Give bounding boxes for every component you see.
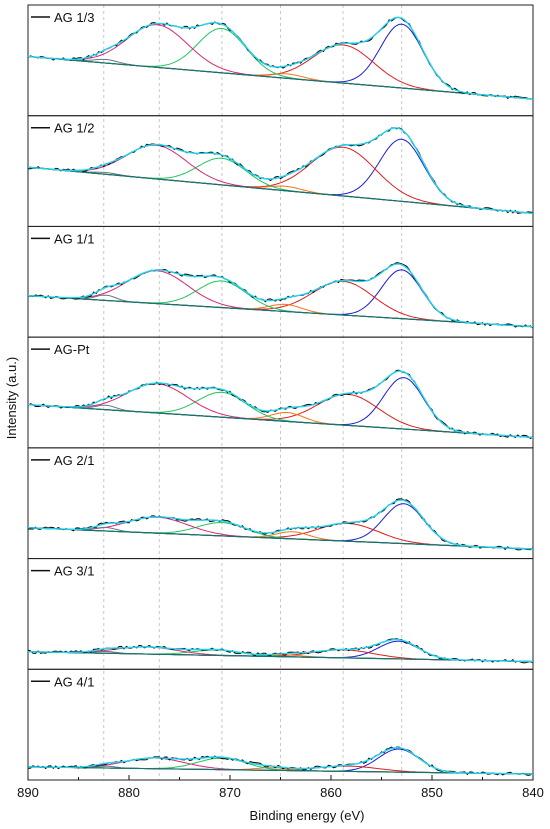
panel-ag-1-3: AG 1/3 bbox=[27, 4, 534, 117]
panel-ag-4-1: AG 4/1 bbox=[27, 668, 534, 781]
panel-ag-2-1: AG 2/1 bbox=[27, 447, 534, 560]
x-tick-label: 870 bbox=[219, 785, 241, 800]
background-line bbox=[27, 403, 534, 439]
x-axis-title: Binding energy (eV) bbox=[250, 808, 365, 823]
panel-label: AG 1/3 bbox=[54, 10, 94, 25]
background-line bbox=[27, 55, 534, 100]
raw-spectrum bbox=[27, 369, 534, 440]
background-line bbox=[27, 527, 534, 550]
envelope-fit bbox=[27, 370, 534, 439]
envelope-fit bbox=[27, 499, 534, 550]
panel-label: AG 1/2 bbox=[54, 121, 94, 136]
x-axis: 890 880 870 860 850 840 bbox=[17, 775, 544, 800]
panel-ag-pt: AG-Pt bbox=[27, 336, 534, 449]
x-tick-label: 850 bbox=[421, 785, 443, 800]
background-line bbox=[27, 295, 534, 328]
raw-spectrum bbox=[28, 127, 534, 214]
background-line bbox=[27, 766, 534, 775]
panel-label: AG-Pt bbox=[54, 342, 90, 357]
y-axis-title: Intensity (a.u.) bbox=[4, 357, 19, 439]
x-tick-label: 860 bbox=[320, 785, 342, 800]
envelope-fit bbox=[27, 263, 534, 328]
x-tick-label: 840 bbox=[522, 785, 544, 800]
panel-ag-1-2: AG 1/2 bbox=[27, 115, 534, 227]
panel-label: AG 2/1 bbox=[54, 453, 94, 468]
fit-component-870.8 bbox=[27, 28, 534, 100]
panel-label: AG 1/1 bbox=[54, 231, 94, 246]
x-tick-label: 880 bbox=[118, 785, 140, 800]
envelope-fit bbox=[27, 16, 534, 100]
spectra-panels: AG 1/3 AG 1/2 AG 1/1 AG-Pt AG 2/1 AG 3/1 AG 4/… bbox=[27, 4, 534, 781]
panel-label: AG 4/1 bbox=[54, 674, 94, 689]
x-tick-label: 890 bbox=[17, 785, 39, 800]
envelope-fit bbox=[28, 746, 533, 775]
envelope-fit bbox=[27, 127, 534, 214]
envelope-fit bbox=[27, 638, 533, 663]
panel-ag-1-1: AG 1/1 bbox=[27, 225, 534, 338]
panel-ag-3-1: AG 3/1 bbox=[27, 558, 534, 670]
panel-label: AG 3/1 bbox=[54, 564, 94, 579]
background-line bbox=[27, 166, 534, 214]
